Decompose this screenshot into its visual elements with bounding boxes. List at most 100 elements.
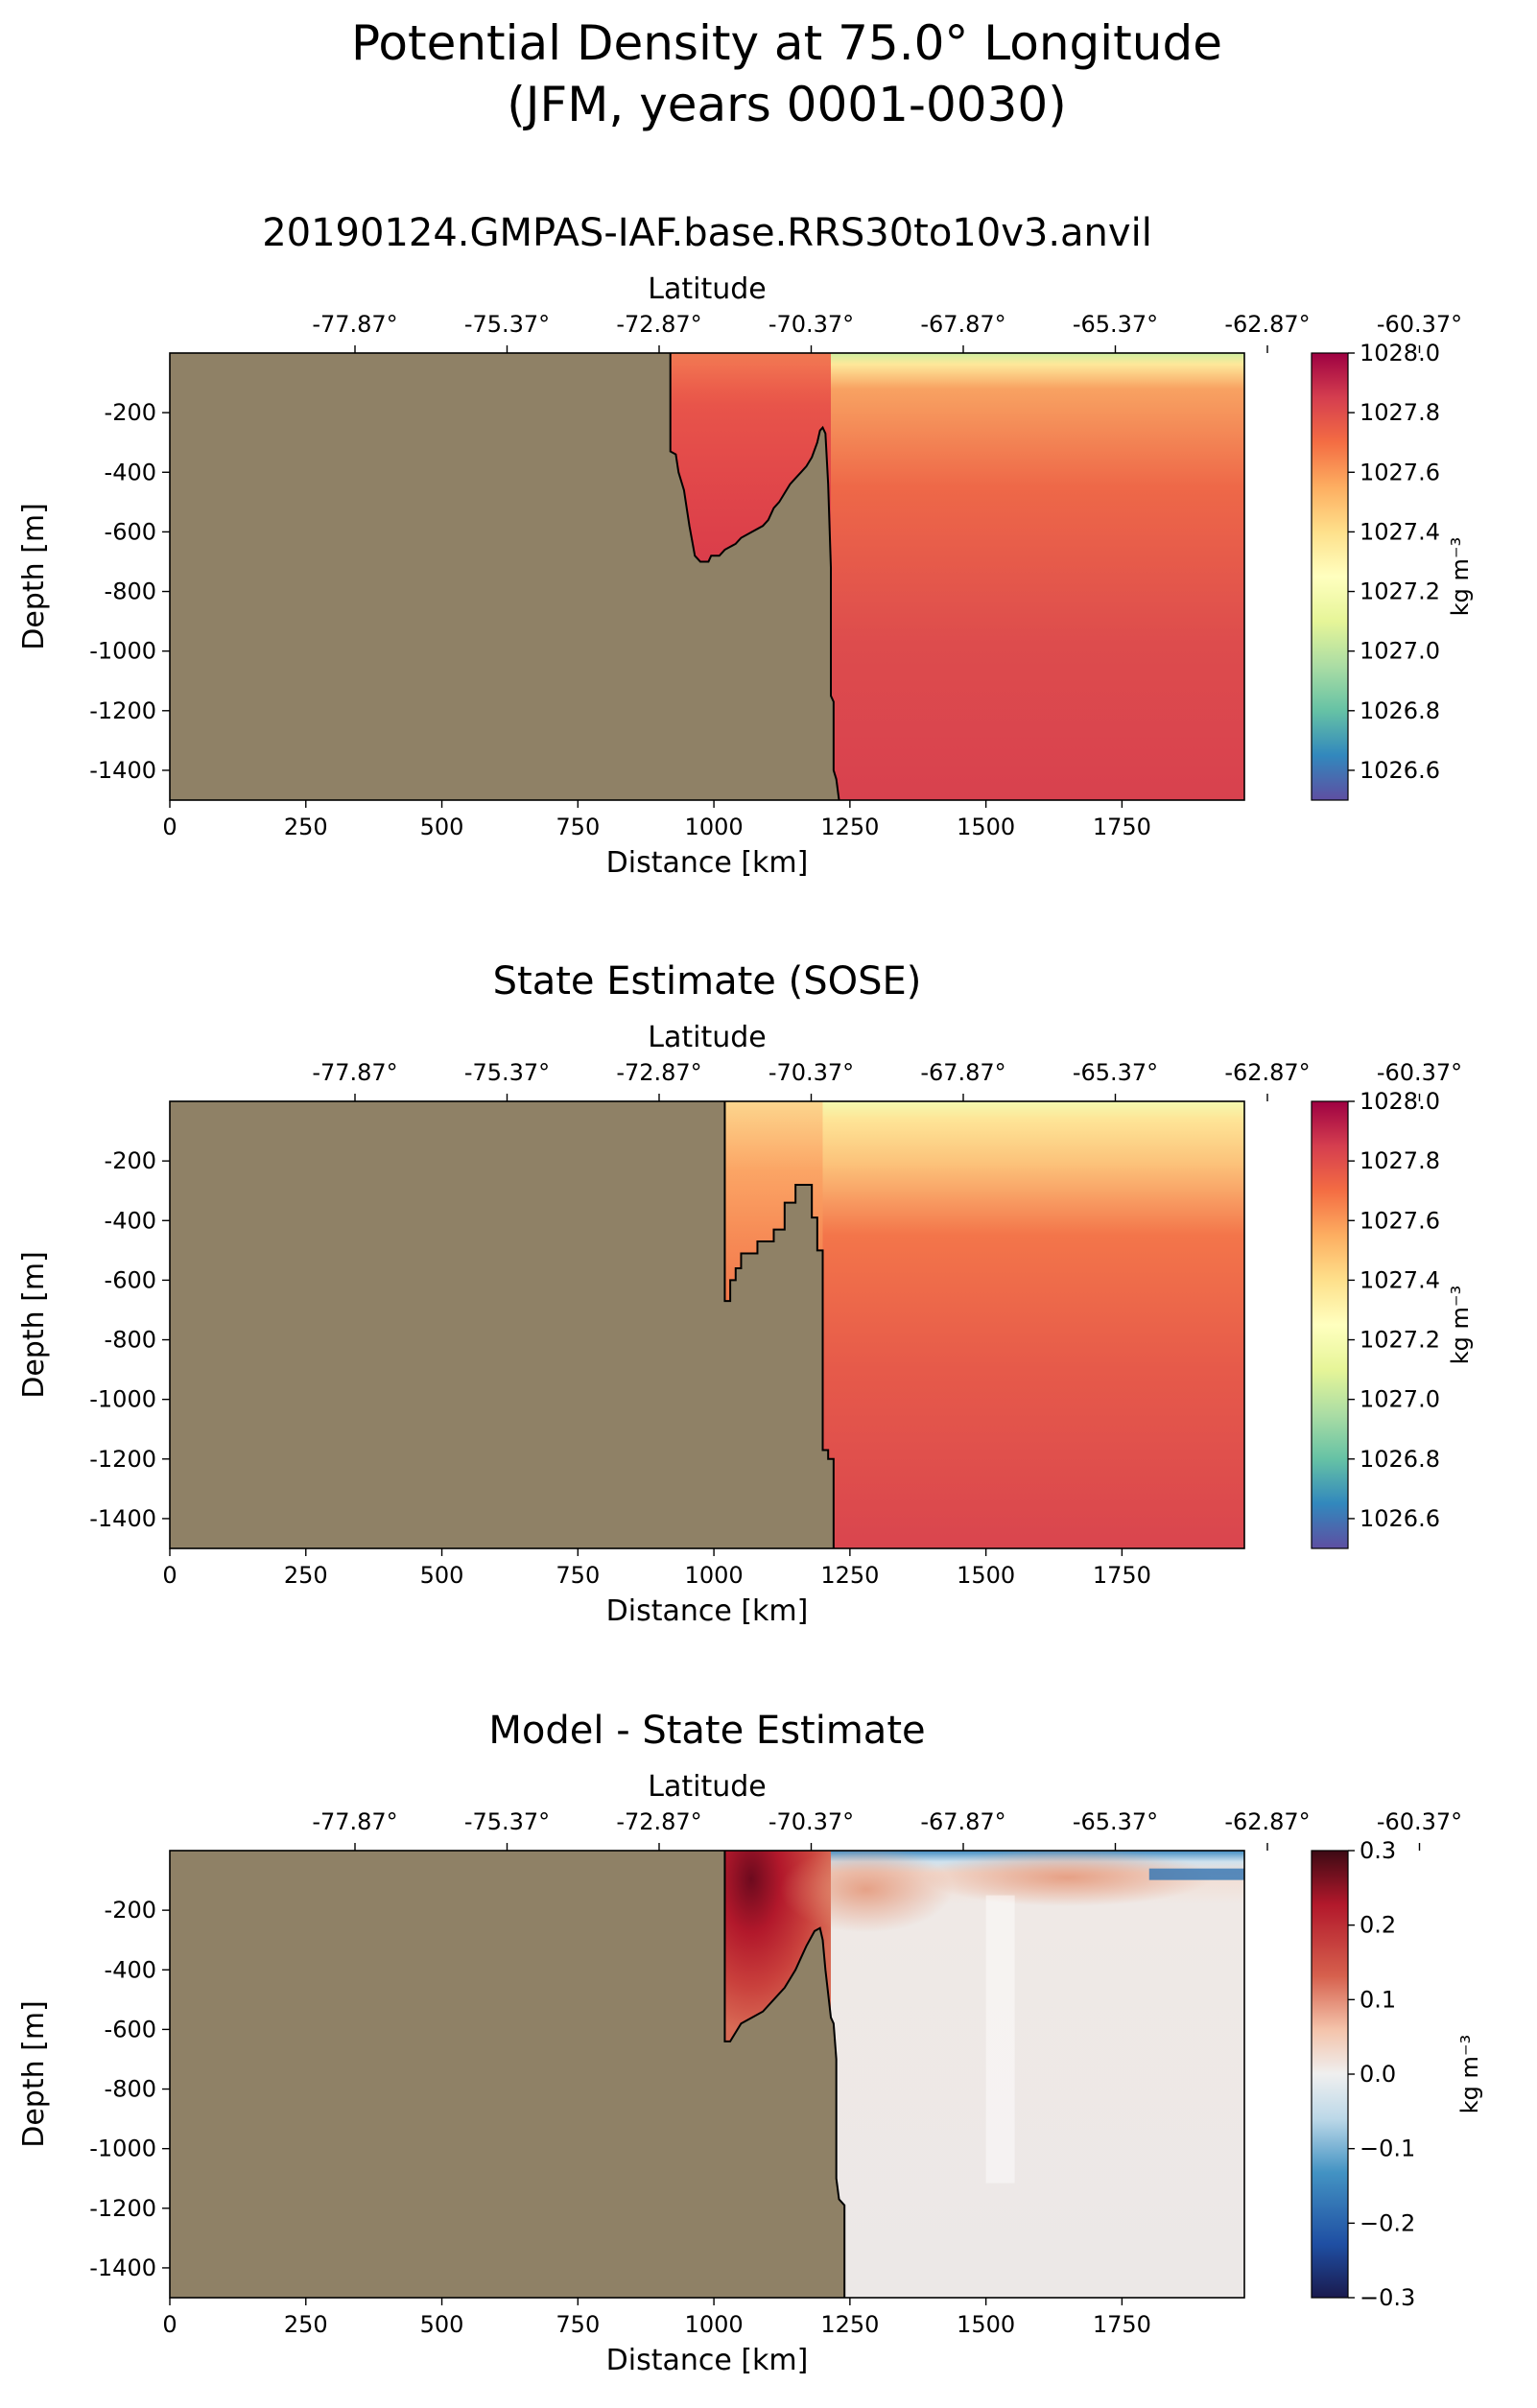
colorbar-tick-label: 1027.6 (1360, 1207, 1440, 1234)
colorbar (1311, 1100, 1349, 1549)
shelf-water (724, 1101, 823, 1302)
top-tick-label: -62.87° (1224, 1808, 1310, 1835)
y-tick-label: -200 (105, 1897, 156, 1924)
colorbar-tick-label: 1026.6 (1360, 1505, 1440, 1532)
colorbar-tick-label: 0.3 (1360, 1837, 1396, 1864)
x-axis-label: Distance [km] (606, 1594, 809, 1628)
x-tick-label: 0 (162, 814, 177, 840)
colorbar-label: kg m⁻³ (1447, 1286, 1474, 1364)
colorbar-tick-label: 1027.8 (1360, 1147, 1440, 1174)
top-tick-label: -67.87° (920, 311, 1005, 338)
top-tick-label: -77.87° (312, 1059, 397, 1086)
y-tick-label: -600 (105, 2016, 156, 2042)
top-axis-label: Latitude (648, 1770, 766, 1804)
field-layer (170, 353, 1244, 800)
top-tick-label: -77.87° (312, 1808, 397, 1835)
y-tick-label: -1200 (89, 2195, 156, 2222)
colorbar-tick-label: 1027.8 (1360, 399, 1440, 426)
y-tick-label: -1200 (89, 697, 156, 724)
colorbar-tick-label: 1026.8 (1360, 697, 1440, 724)
panel-title: 20190124.GMPAS-IAF.base.RRS30to10v3.anvi… (262, 211, 1152, 255)
x-tick-label: 500 (420, 814, 464, 840)
x-tick-label: 500 (420, 1562, 464, 1589)
x-tick-label: 250 (284, 2311, 328, 2338)
top-tick-label: -67.87° (920, 1808, 1005, 1835)
field-layer (170, 1851, 1244, 2298)
top-tick-label: -72.87° (616, 1808, 701, 1835)
top-axis-label: Latitude (648, 272, 766, 306)
x-tick-label: 1000 (685, 814, 744, 840)
axes-frame (169, 1100, 1245, 1549)
panel-title: State Estimate (SOSE) (493, 959, 922, 1003)
shelf-water (670, 353, 832, 568)
anomaly-patch (923, 1851, 1212, 1906)
land-mask (170, 1101, 834, 1548)
y-tick-label: -800 (105, 2076, 156, 2103)
anomaly-patch (779, 1851, 953, 1933)
x-tick-label: 0 (162, 1562, 177, 1589)
top-tick-label: -67.87° (920, 1059, 1005, 1086)
y-tick-label: -200 (105, 399, 156, 426)
y-tick-label: -1000 (89, 2136, 156, 2162)
y-tick-label: -400 (105, 1956, 156, 1983)
x-tick-label: 750 (556, 2311, 600, 2338)
top-tick-label: -70.37° (768, 1808, 854, 1835)
y-tick-label: -1200 (89, 1446, 156, 1473)
top-tick-label: -75.37° (464, 1808, 550, 1835)
panel-title: Model - State Estimate (488, 1709, 925, 1753)
colorbar (1311, 352, 1349, 801)
top-tick-label: -62.87° (1224, 1059, 1310, 1086)
x-tick-label: 1250 (820, 814, 879, 840)
x-tick-label: 1750 (1093, 1562, 1151, 1589)
y-tick-label: -1400 (89, 2255, 156, 2281)
colorbar-tick-label: 1026.8 (1360, 1446, 1440, 1473)
top-tick-label: -65.37° (1073, 1808, 1158, 1835)
colorbar-tick-label: 1027.2 (1360, 578, 1440, 605)
y-axis-label: Depth [m] (17, 1251, 51, 1399)
x-tick-label: 1500 (957, 814, 1015, 840)
colorbar-tick-label: −0.1 (1360, 2136, 1415, 2162)
y-tick-label: -1000 (89, 1386, 156, 1413)
colorbar-tick-label: 0.2 (1360, 1912, 1396, 1939)
figure-title-line1: Potential Density at 75.0° Longitude (351, 15, 1222, 71)
colorbar-tick-label: −0.3 (1360, 2284, 1415, 2311)
x-tick-label: 1250 (820, 1562, 879, 1589)
y-tick-label: -800 (105, 1327, 156, 1354)
top-tick-label: -70.37° (768, 311, 854, 338)
colorbar-tick-label: 1027.4 (1360, 1266, 1440, 1293)
x-axis-label: Distance [km] (606, 2344, 809, 2377)
chart-panel-1: 20190124.GMPAS-IAF.base.RRS30to10v3.anvi… (17, 211, 1474, 880)
colorbar-tick-label: 1027.0 (1360, 1386, 1440, 1413)
y-tick-label: -200 (105, 1147, 156, 1174)
x-tick-label: 750 (556, 814, 600, 840)
colorbar-label: kg m⁻³ (1456, 2035, 1483, 2113)
top-tick-label: -72.87° (616, 311, 701, 338)
x-tick-label: 1500 (957, 2311, 1015, 2338)
colorbar-tick-label: 1027.2 (1360, 1327, 1440, 1354)
axes-frame (169, 1850, 1245, 2299)
top-axis-label: Latitude (648, 1021, 766, 1054)
colorbar-tick-label: 0.1 (1360, 1986, 1396, 2013)
top-tick-label: -65.37° (1073, 1059, 1158, 1086)
x-tick-label: 1750 (1093, 814, 1151, 840)
land-mask (170, 353, 839, 800)
panels: 20190124.GMPAS-IAF.base.RRS30to10v3.anvi… (17, 211, 1483, 2377)
y-tick-label: -1400 (89, 1505, 156, 1532)
anomaly-streak (985, 1895, 1015, 2184)
top-tick-label: -70.37° (768, 1059, 854, 1086)
y-tick-label: -400 (105, 1207, 156, 1234)
top-tick-label: -60.37° (1377, 311, 1462, 338)
y-tick-label: -600 (105, 1266, 156, 1293)
x-tick-label: 500 (420, 2311, 464, 2338)
y-tick-label: -1400 (89, 757, 156, 784)
surface-negative (1148, 1868, 1244, 1880)
x-tick-label: 750 (556, 1562, 600, 1589)
x-axis-label: Distance [km] (606, 846, 809, 880)
top-tick-label: -60.37° (1377, 1808, 1462, 1835)
colorbar-tick-label: 1028.0 (1360, 1088, 1440, 1115)
figure-title-line2: (JFM, years 0001-0030) (507, 77, 1066, 132)
colorbar-label: kg m⁻³ (1447, 537, 1474, 616)
x-tick-label: 1000 (685, 1562, 744, 1589)
colorbar-tick-label: 1027.4 (1360, 518, 1440, 545)
x-tick-label: 1500 (957, 1562, 1015, 1589)
